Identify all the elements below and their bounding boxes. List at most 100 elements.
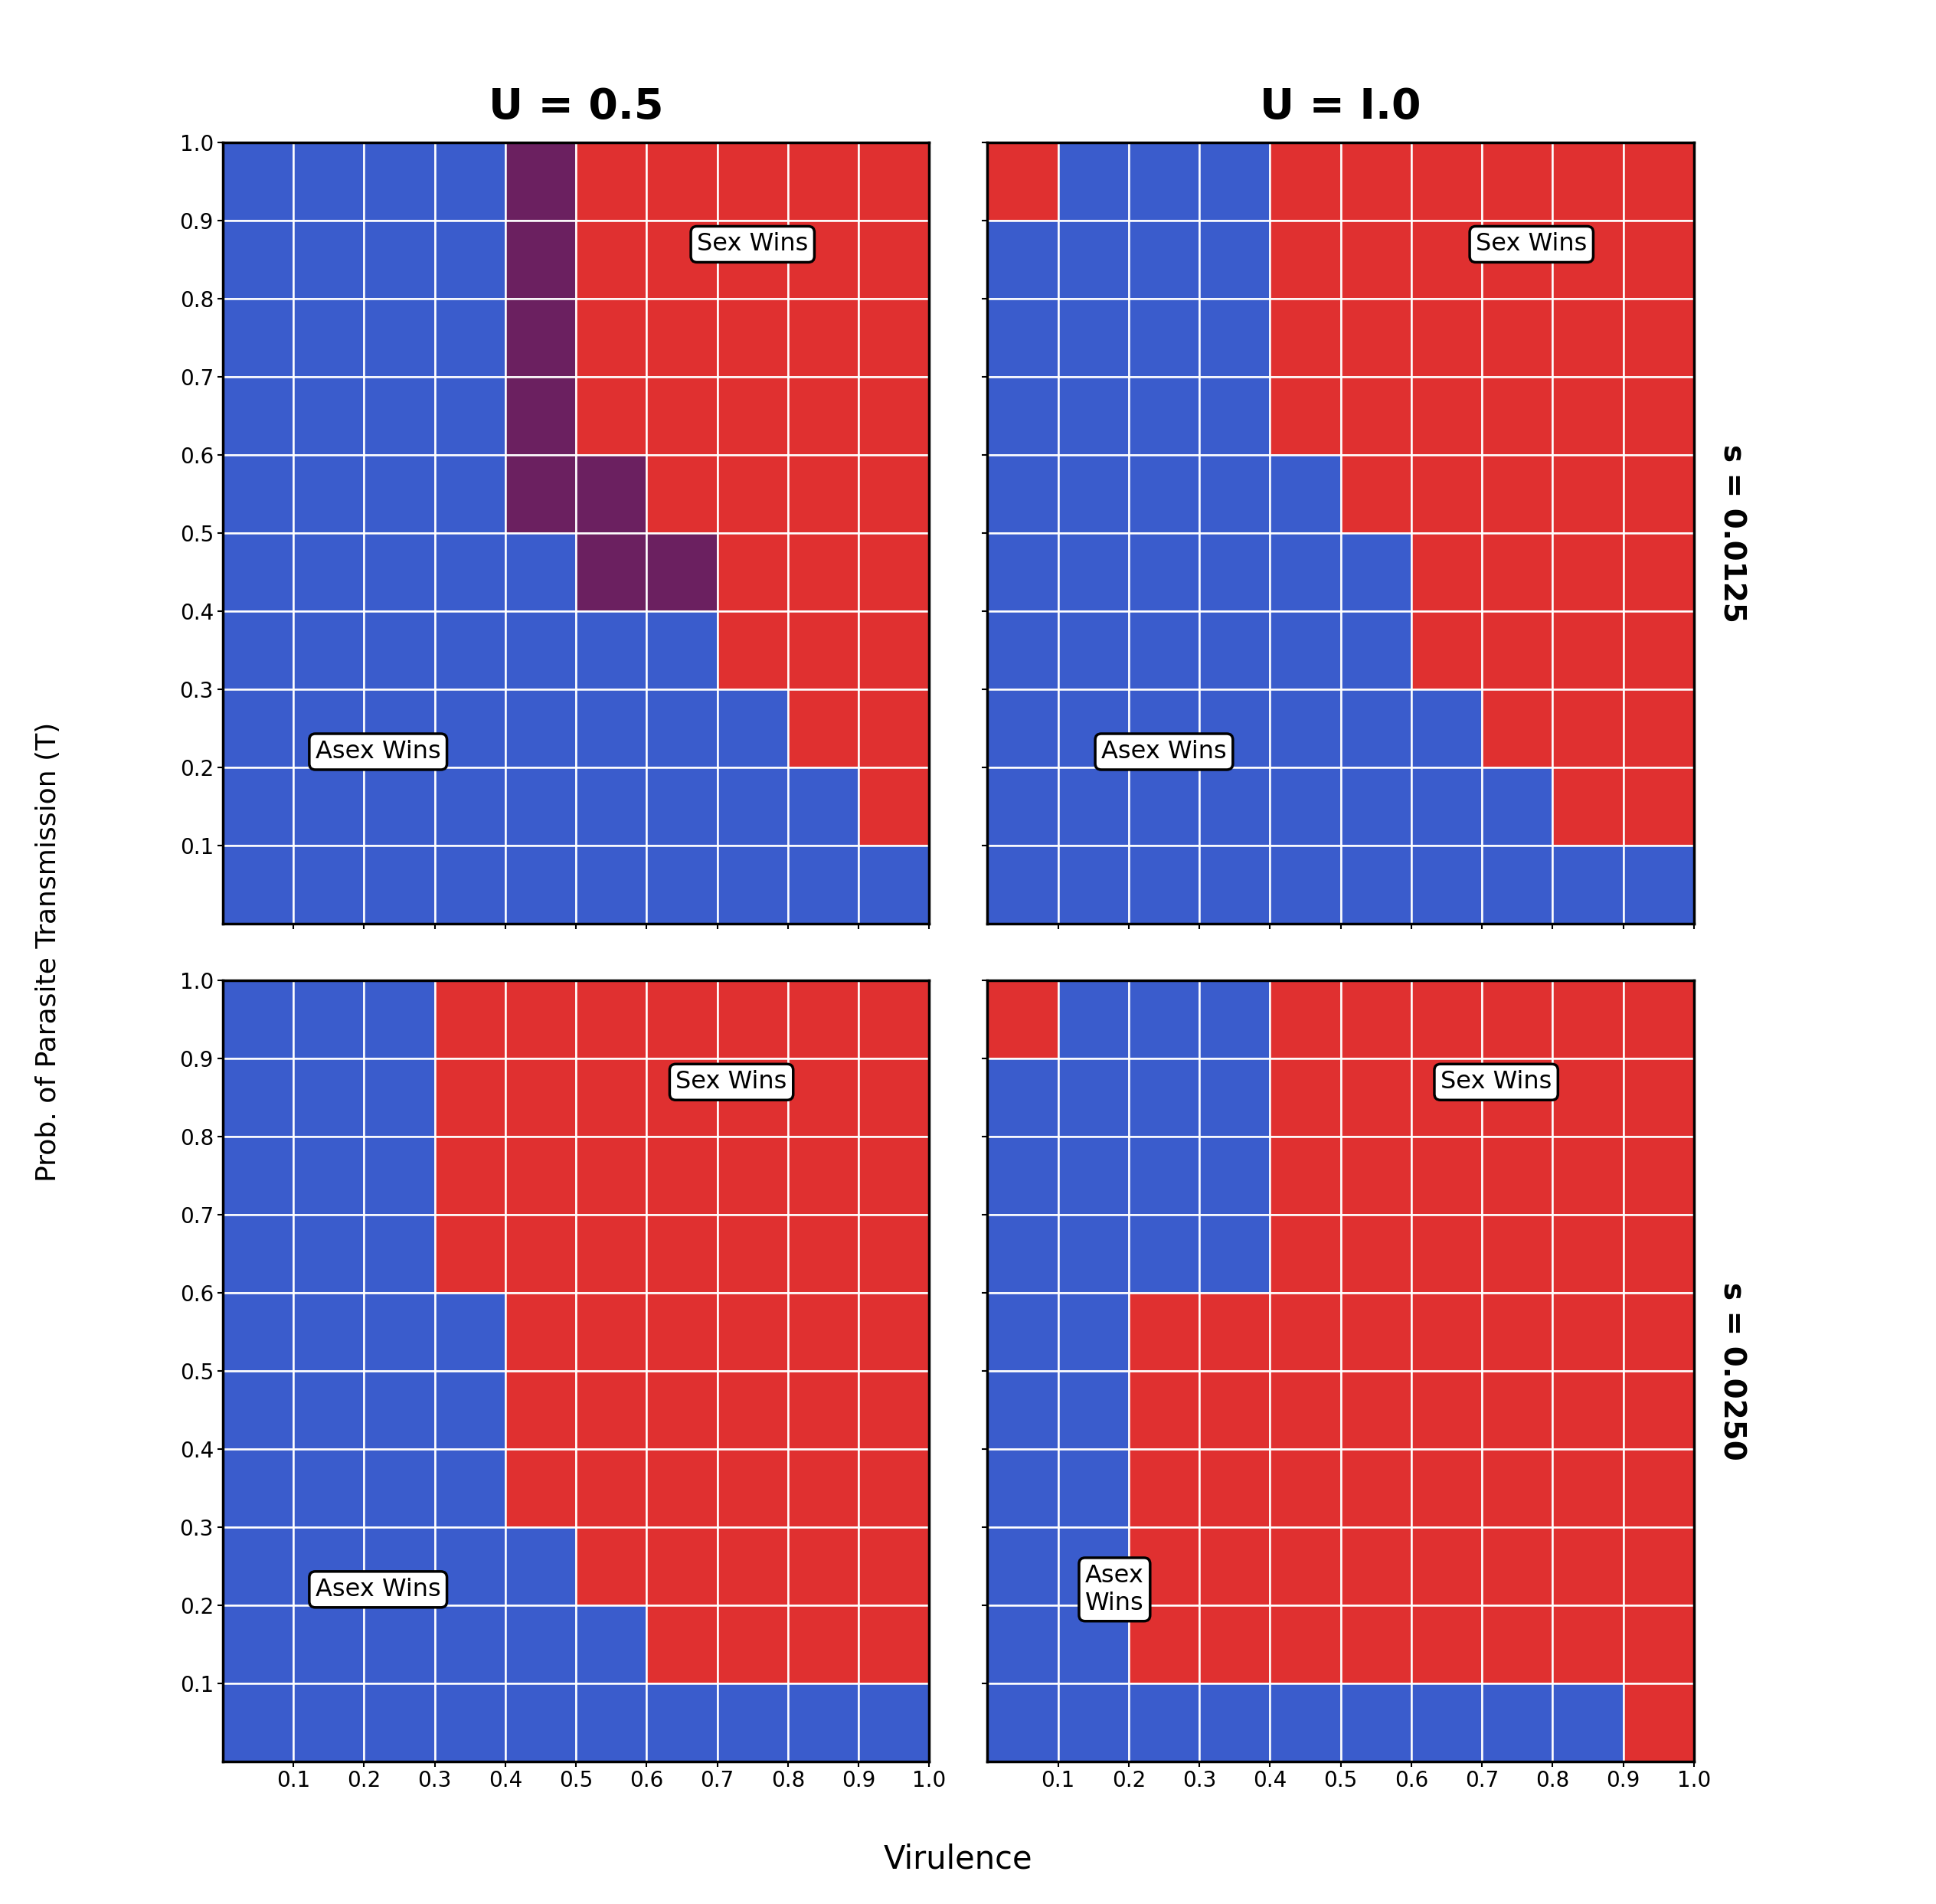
Bar [860,1215,929,1293]
Bar [1483,299,1553,377]
Bar [577,767,647,845]
Bar [505,1605,577,1683]
Bar [1622,533,1694,611]
Bar [1553,611,1622,689]
Bar [1340,299,1411,377]
Bar [436,1605,505,1683]
Bar [1622,1371,1694,1449]
Bar [505,981,577,1059]
Bar [294,981,364,1059]
Text: s = 0.0250: s = 0.0250 [1717,1281,1746,1460]
Bar [860,1605,929,1683]
Bar [1483,981,1553,1059]
Bar [788,845,860,923]
Bar [987,981,1057,1059]
Bar [1553,299,1622,377]
Bar [647,1215,716,1293]
Bar [364,767,436,845]
Bar [1270,143,1340,221]
Bar [1198,221,1270,299]
Bar [1411,221,1483,299]
Bar [1270,221,1340,299]
Bar [505,1137,577,1215]
Bar [1411,845,1483,923]
Bar [223,1605,294,1683]
Bar [436,1527,505,1605]
Bar [1129,1137,1198,1215]
Bar [1340,1215,1411,1293]
Text: Virulence: Virulence [885,1843,1032,1875]
Bar [987,1059,1057,1137]
Bar [1198,767,1270,845]
Bar [1129,221,1198,299]
Bar [1198,1449,1270,1527]
Text: Asex Wins: Asex Wins [316,741,441,764]
Bar [1057,533,1129,611]
Bar [1483,143,1553,221]
Bar [1057,455,1129,533]
Bar [1622,221,1694,299]
Bar [223,845,294,923]
Bar [647,689,716,767]
Bar [1129,1293,1198,1371]
Bar [1340,1527,1411,1605]
Bar [987,1137,1057,1215]
Bar [436,1683,505,1761]
Bar [788,299,860,377]
Bar [718,299,788,377]
Bar [364,533,436,611]
Bar [1270,1215,1340,1293]
Bar [294,1137,364,1215]
Bar [1411,533,1483,611]
Bar [860,981,929,1059]
Bar [1057,377,1129,455]
Bar [1129,143,1198,221]
Bar [364,1059,436,1137]
Bar [788,1371,860,1449]
Bar [1553,1371,1622,1449]
Bar [294,377,364,455]
Bar [1129,377,1198,455]
Text: Asex Wins: Asex Wins [316,1578,441,1601]
Text: Sex Wins: Sex Wins [1440,1070,1553,1095]
Bar [436,1449,505,1527]
Bar [1129,1059,1198,1137]
Bar [1198,845,1270,923]
Bar [294,1605,364,1683]
Bar [1340,767,1411,845]
Bar [1057,1605,1129,1683]
Bar [860,845,929,923]
Bar [647,1293,716,1371]
Bar [647,1371,716,1449]
Bar [577,377,647,455]
Bar [436,1215,505,1293]
Bar [505,1449,577,1527]
Bar [718,767,788,845]
Bar [1198,299,1270,377]
Bar [718,1683,788,1761]
Bar [1622,689,1694,767]
Bar [1270,611,1340,689]
Bar [1411,1137,1483,1215]
Bar [860,1293,929,1371]
Bar [1340,1293,1411,1371]
Bar [788,1683,860,1761]
Bar [294,1059,364,1137]
Bar [1553,143,1622,221]
Bar [294,1215,364,1293]
Bar [987,455,1057,533]
Bar [223,981,294,1059]
Bar [1198,981,1270,1059]
Bar [718,1527,788,1605]
Bar [1270,1293,1340,1371]
Text: Asex
Wins: Asex Wins [1084,1563,1144,1615]
Bar [294,767,364,845]
Bar [1340,455,1411,533]
Bar [1411,1605,1483,1683]
Bar [1198,455,1270,533]
Bar [860,1683,929,1761]
Bar [1129,1371,1198,1449]
Bar [505,1215,577,1293]
Bar [987,1293,1057,1371]
Bar [294,533,364,611]
